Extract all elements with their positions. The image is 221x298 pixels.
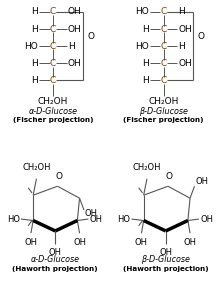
Text: C: C xyxy=(160,42,167,51)
Text: β-D-Glucose: β-D-Glucose xyxy=(139,106,188,116)
Text: OH: OH xyxy=(68,24,82,34)
Text: C: C xyxy=(50,7,56,16)
Text: HO: HO xyxy=(24,42,38,51)
Text: OH: OH xyxy=(159,248,172,257)
Text: OH: OH xyxy=(73,238,86,247)
Text: CH₂OH: CH₂OH xyxy=(133,163,161,172)
Text: H: H xyxy=(31,24,38,34)
Text: H: H xyxy=(179,42,185,51)
Text: H: H xyxy=(142,76,149,85)
Text: H: H xyxy=(179,7,185,16)
Text: H: H xyxy=(31,7,38,16)
Text: O: O xyxy=(55,172,62,181)
Text: H: H xyxy=(31,59,38,68)
Text: C: C xyxy=(160,7,167,16)
Text: C: C xyxy=(50,42,56,51)
Text: OH: OH xyxy=(49,248,62,257)
Text: O: O xyxy=(198,32,205,41)
Text: HO: HO xyxy=(7,215,20,224)
Text: CH₂OH: CH₂OH xyxy=(148,97,179,106)
Text: O: O xyxy=(166,172,173,181)
Text: C: C xyxy=(160,24,167,34)
Text: α-D-Glucose: α-D-Glucose xyxy=(29,106,78,116)
Text: C: C xyxy=(50,59,56,68)
Text: OH: OH xyxy=(85,209,97,218)
Text: OH: OH xyxy=(200,215,213,224)
Text: OH: OH xyxy=(25,238,37,247)
Text: OH: OH xyxy=(68,7,82,16)
Text: C: C xyxy=(160,76,167,85)
Text: CH₂OH: CH₂OH xyxy=(22,163,51,172)
Text: OH: OH xyxy=(184,238,196,247)
Text: HO: HO xyxy=(135,42,149,51)
Text: C: C xyxy=(50,24,56,34)
Text: (Fischer projection): (Fischer projection) xyxy=(13,117,93,123)
Text: O: O xyxy=(87,32,94,41)
Text: OH: OH xyxy=(195,177,208,186)
Text: OH: OH xyxy=(90,215,103,224)
Text: H: H xyxy=(142,59,149,68)
Text: α-D-Glucose: α-D-Glucose xyxy=(31,255,80,264)
Text: (Fischer projection): (Fischer projection) xyxy=(123,117,204,123)
Text: OH: OH xyxy=(179,24,192,34)
Text: β-D-Glucose: β-D-Glucose xyxy=(141,255,190,264)
Text: OH: OH xyxy=(135,238,148,247)
Text: H: H xyxy=(68,42,75,51)
Text: H: H xyxy=(31,76,38,85)
Text: OH: OH xyxy=(68,59,82,68)
Text: CH₂OH: CH₂OH xyxy=(38,97,68,106)
Text: (Haworth projection): (Haworth projection) xyxy=(12,266,98,272)
Text: HO: HO xyxy=(135,7,149,16)
Text: OH: OH xyxy=(179,59,192,68)
Text: C: C xyxy=(50,76,56,85)
Text: C: C xyxy=(160,59,167,68)
Text: (Haworth projection): (Haworth projection) xyxy=(123,266,209,272)
Text: H: H xyxy=(142,24,149,34)
Text: HO: HO xyxy=(117,215,130,224)
